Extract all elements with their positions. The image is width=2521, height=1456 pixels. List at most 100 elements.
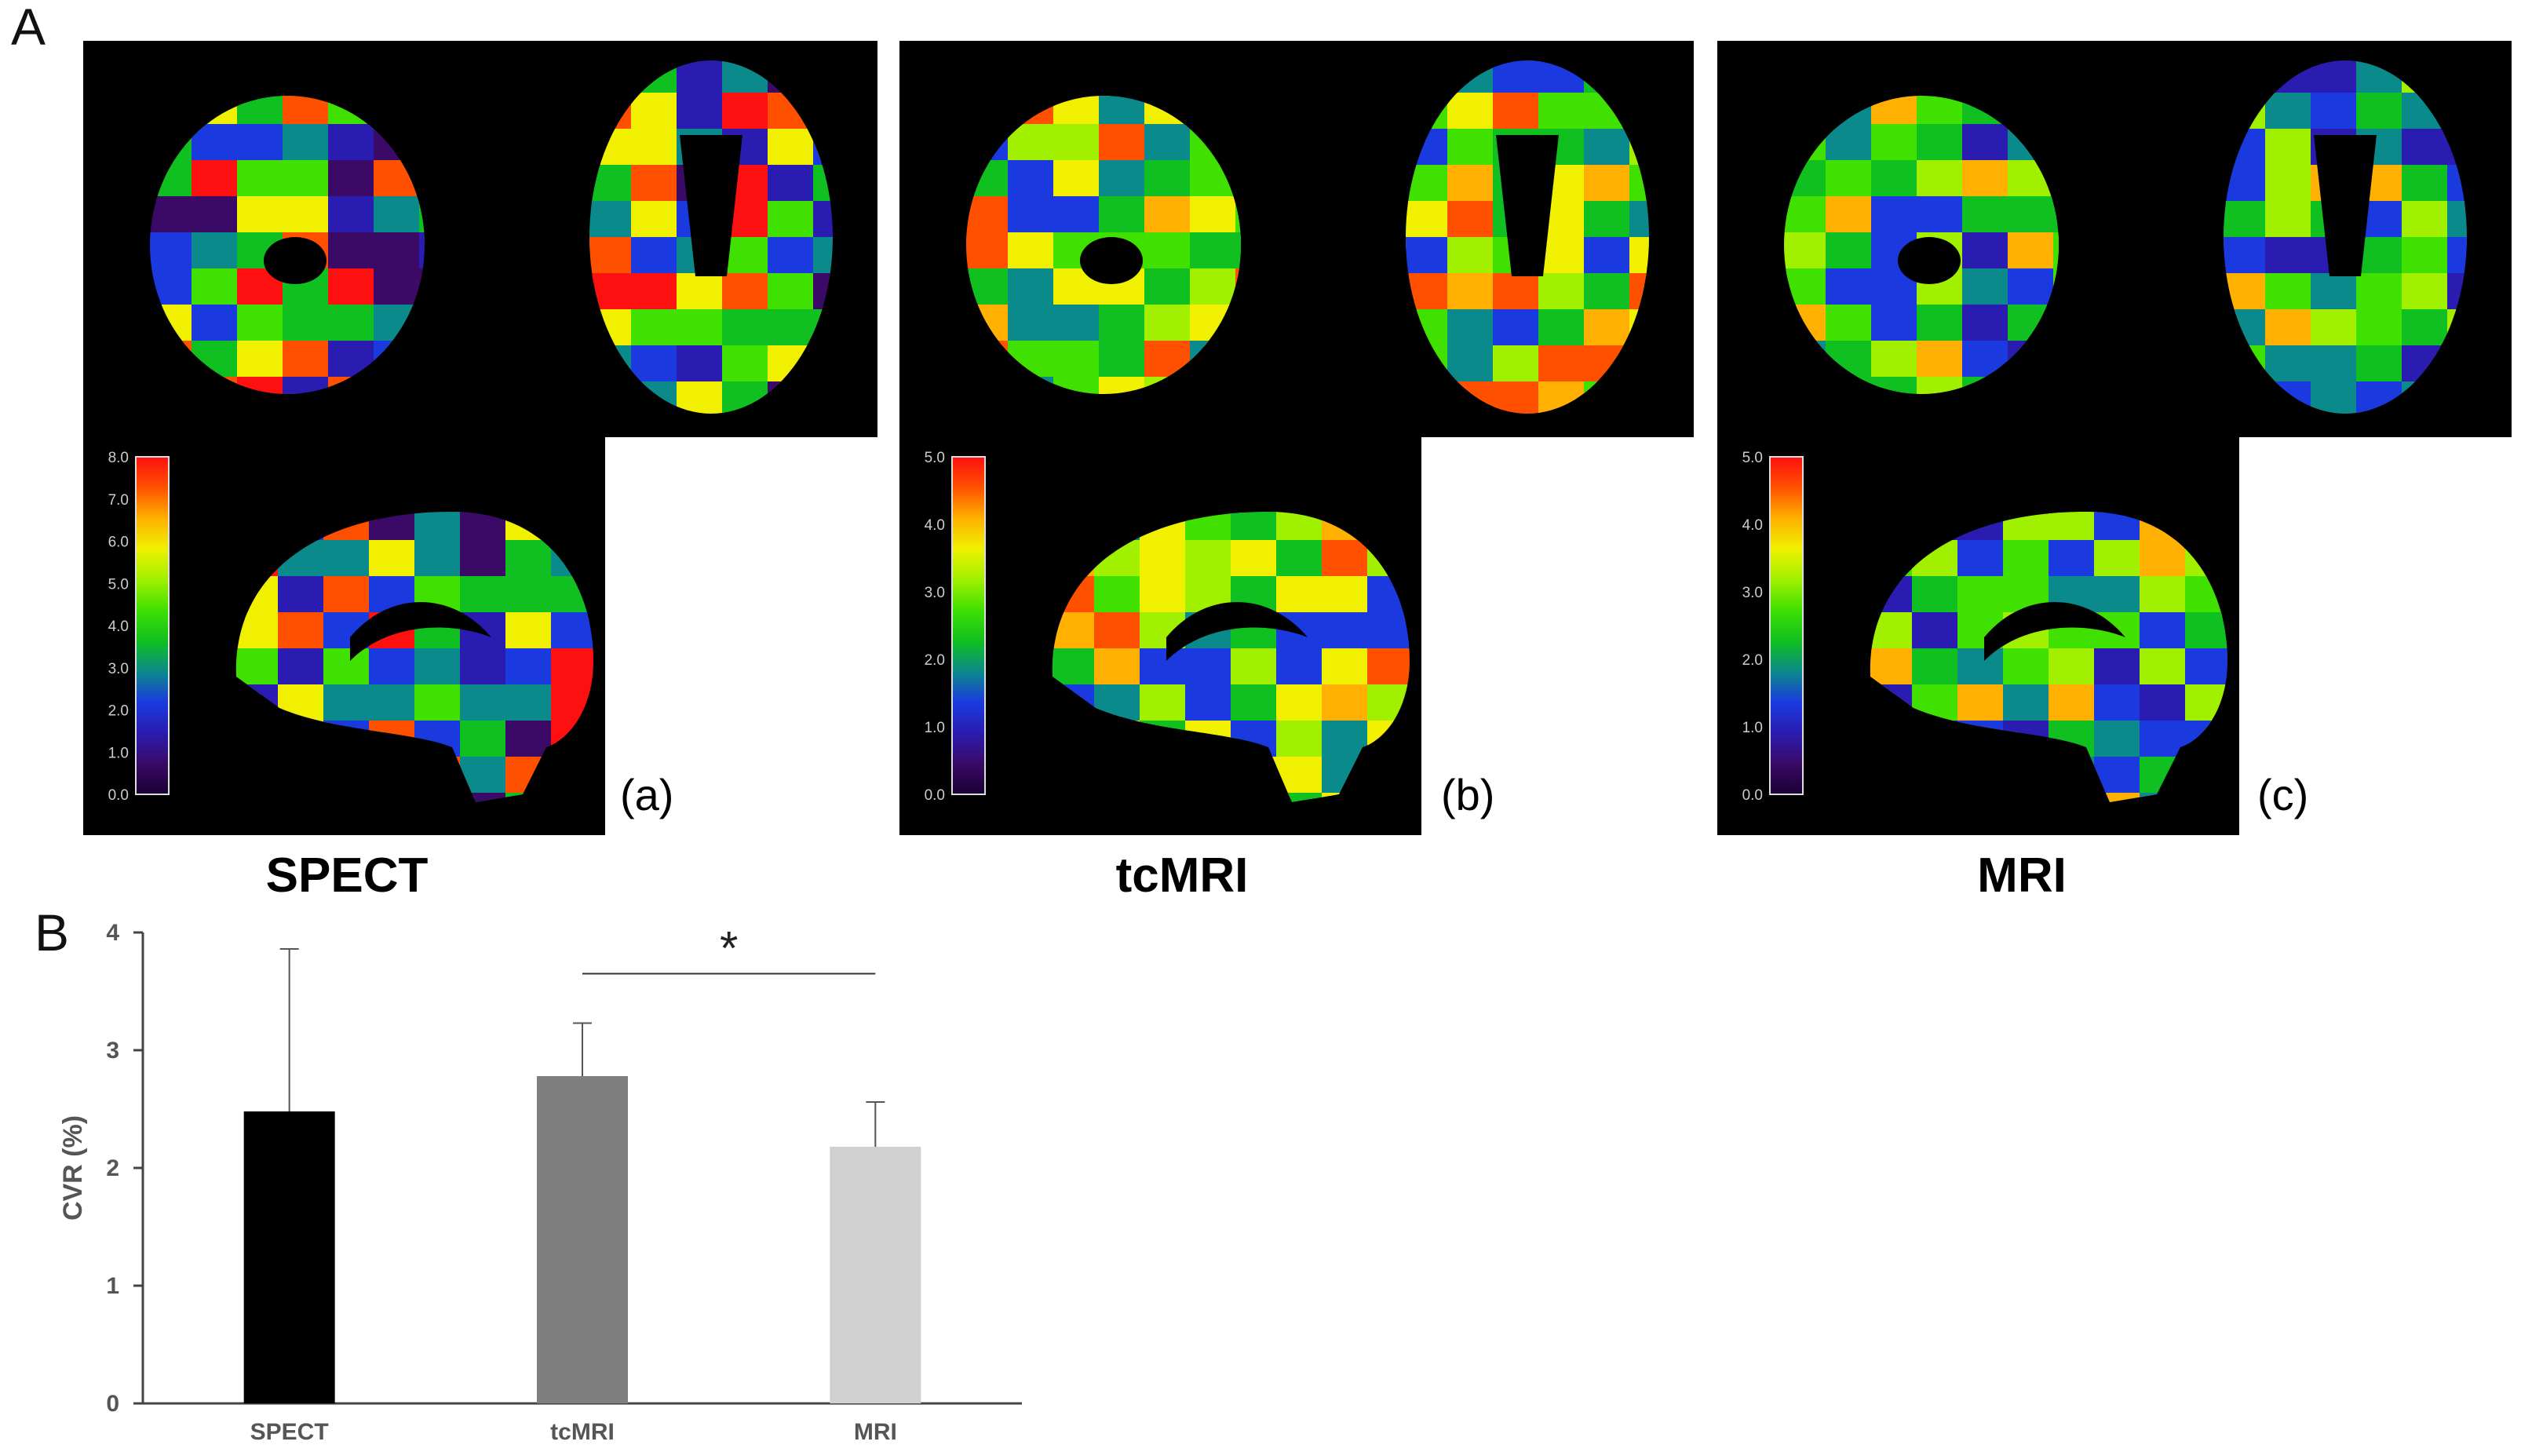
brain-region [813, 201, 833, 243]
bar-tcmri [537, 1076, 628, 1403]
brain-region [1008, 268, 1062, 309]
brain-region [2356, 273, 2410, 314]
brain-region [374, 268, 422, 310]
colorbar-tick-label: 6.0 [108, 535, 129, 551]
brain-region [1493, 60, 1542, 97]
brain-region [1008, 196, 1058, 235]
ventricle [1984, 602, 2125, 661]
colorbar-tick-label: 1.0 [108, 745, 129, 761]
colorbar-tick-label: 0.0 [108, 787, 129, 804]
colorbar-tick-label: 0.0 [1742, 787, 1763, 804]
ventricle [1166, 602, 1308, 661]
bar-mri [830, 1147, 921, 1403]
ventricle [680, 135, 742, 276]
tcmri-brain-maps: 0.0 1.0 2.0 3.0 4.0 5.0 [899, 41, 1694, 835]
brain-region [2049, 648, 2096, 692]
y-tick-label: 0 [106, 1391, 119, 1417]
brain-region [323, 540, 372, 583]
tcmri-sublabel: (b) [1441, 770, 1495, 819]
y-tick-label: 2 [106, 1155, 119, 1181]
ventricle [2314, 135, 2377, 276]
brain-region [460, 576, 514, 619]
brain-region [1185, 540, 1239, 583]
brain-region [1094, 576, 1145, 615]
brain-region [1962, 124, 2017, 167]
brain-region [283, 124, 334, 164]
cvr-bar-chart: 0 1 2 3 4 CVR (%) SPECT tcMRI MRI * [58, 920, 1022, 1445]
spect-sublabel: (a) [620, 770, 674, 819]
spect-brain-maps: 0.0 1.0 2.0 3.0 4.0 5.0 6.0 7.0 8.0 [83, 41, 877, 835]
colorbar-tick-label: 8.0 [108, 450, 129, 466]
colorbar-tick-label: 2.0 [108, 703, 129, 720]
y-tick-label: 1 [106, 1273, 119, 1299]
brain-region [1276, 540, 1326, 581]
significance-marker: * [720, 922, 738, 975]
colorbar-tick-label: 2.0 [1742, 652, 1763, 669]
tcmri-title: tcMRI [1115, 848, 1249, 903]
brain-region [2231, 576, 2291, 620]
brain-region [631, 273, 684, 314]
brain-region [722, 93, 772, 135]
x-tick-label: tcMRI [550, 1419, 615, 1445]
colorbar-tick-label: 3.0 [1742, 585, 1763, 601]
colorbar-tick-label: 5.0 [925, 450, 945, 466]
ventricle [264, 237, 327, 284]
brain-region [1094, 648, 1144, 689]
colorbar-tick-label: 5.0 [1742, 450, 1763, 466]
bar-spect [243, 1111, 335, 1403]
colorbar [1769, 456, 1804, 795]
colorbar-tick-label: 3.0 [925, 585, 945, 601]
brain-region [283, 305, 337, 348]
colorbar-tick-label: 4.0 [1742, 517, 1763, 534]
ventricle [1898, 237, 1961, 284]
brain-region [1629, 237, 1649, 277]
brain-region [1784, 196, 1832, 235]
brain-region [1144, 124, 1199, 166]
brain-region [1493, 93, 1545, 131]
x-tick-label: MRI [854, 1419, 897, 1445]
mri-title: MRI [1977, 848, 2067, 903]
brain-region [631, 201, 684, 243]
brain-region [328, 160, 377, 199]
brain-region [328, 124, 382, 165]
tcmri-brain-panel: 0.0 1.0 2.0 3.0 4.0 5.0 [899, 41, 1694, 835]
brain-region [192, 196, 246, 238]
spect-title: SPECT [265, 848, 429, 903]
mri-sublabel: (c) [2257, 770, 2309, 819]
panel-a-label: A [11, 0, 46, 56]
brain-region [2311, 273, 2362, 312]
brain-region [2231, 540, 2291, 579]
colorbar-tick-label: 7.0 [108, 492, 129, 509]
y-tick-label: 4 [106, 920, 119, 946]
brain-region [1144, 305, 1196, 345]
brain-region [283, 160, 332, 201]
brain-region [677, 273, 725, 316]
brain-region [192, 305, 242, 343]
panel-b-label: B [35, 903, 70, 962]
brain-region [1584, 165, 1636, 208]
brain-region [813, 237, 833, 281]
brain-region [2094, 721, 2148, 761]
brain-region [631, 129, 679, 167]
colorbar-tick-label: 2.0 [925, 652, 945, 669]
ventricle [1080, 237, 1143, 284]
spect-brain-panel: 0.0 1.0 2.0 3.0 4.0 5.0 6.0 7.0 8.0 [83, 41, 877, 835]
brain-region [1917, 341, 1968, 384]
mri-brain-panel: 0.0 1.0 2.0 3.0 4.0 5.0 [1717, 41, 2512, 835]
y-axis-label: CVR (%) [58, 1115, 88, 1221]
brain-region [2231, 684, 2289, 724]
colorbar-tick-label: 4.0 [925, 517, 945, 534]
brain-region [722, 237, 775, 276]
brain-region [1053, 196, 1106, 239]
brain-region [1140, 576, 1194, 615]
brain-region [237, 305, 286, 348]
colorbar-tick-label: 3.0 [108, 661, 129, 677]
colorbar [135, 456, 170, 795]
brain-region [1538, 309, 1591, 348]
brain-region [1099, 196, 1148, 235]
colorbar-tick-label: 1.0 [1742, 720, 1763, 736]
colorbar [951, 456, 986, 795]
brain-region [192, 160, 246, 201]
x-tick-label: SPECT [250, 1419, 329, 1445]
brain-region [1871, 160, 1919, 199]
